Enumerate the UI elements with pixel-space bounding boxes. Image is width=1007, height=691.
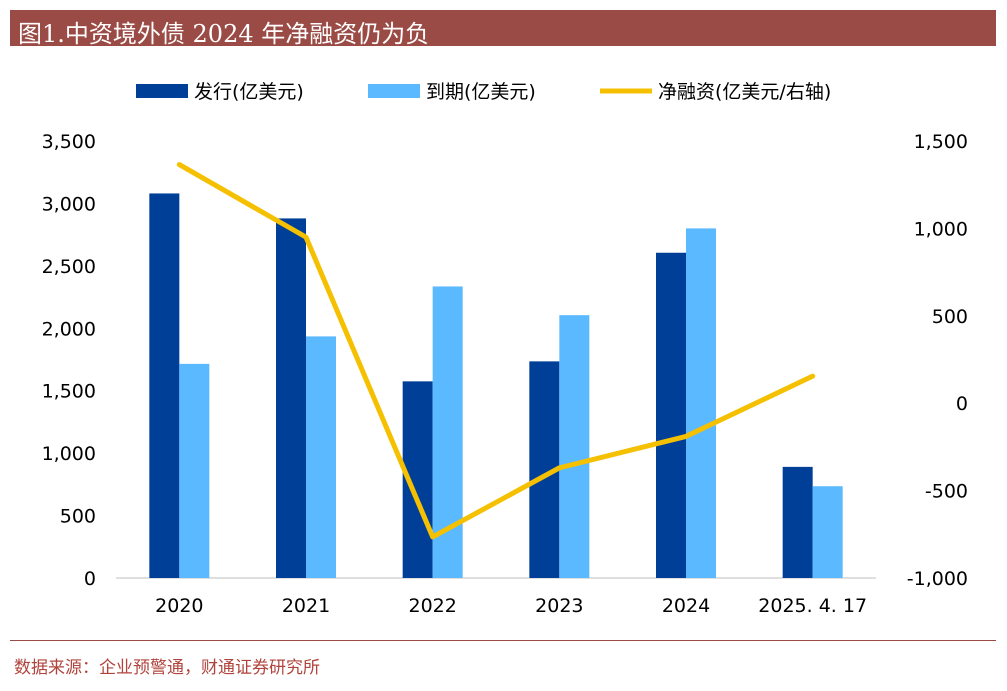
bar-issuance	[149, 193, 180, 578]
right-axis-tick-label: 1,500	[914, 131, 968, 153]
legend-maturity-label: 到期(亿美元)	[426, 81, 536, 103]
legend-issuance-label: 发行(亿美元)	[194, 81, 304, 103]
left-axis-tick-label: 0	[84, 568, 96, 590]
left-axis-tick-label: 1,500	[42, 381, 96, 403]
chart: 3,500 3,000 2,500 2,000 1,500 1,000 500 0 1,500 1…	[42, 81, 968, 617]
left-axis-tick-label: 1,000	[42, 443, 96, 465]
right-axis-tick-label: 500	[932, 306, 968, 328]
left-axis-tick-label: 500	[60, 506, 96, 528]
left-axis-tick-label: 3,000	[42, 193, 96, 215]
title-bar: 图1.中资境外债 2024 年净融资仍为负	[10, 10, 996, 48]
bar-issuance	[656, 252, 686, 579]
x-axis-tick-label: 2025. 4. 17	[758, 595, 867, 617]
x-axis-tick-label: 2020	[155, 595, 203, 617]
bar-maturity	[559, 315, 590, 578]
x-axis-tick-label: 2023	[535, 595, 583, 617]
net-financing-line	[176, 162, 816, 540]
legend-net-financing-label: 净融资(亿美元/右轴)	[658, 81, 831, 103]
chart-title: 图1.中资境外债 2024 年净融资仍为负	[18, 20, 430, 48]
bar-issuance	[276, 218, 306, 578]
bar-maturity	[179, 363, 210, 578]
bar-issuance	[782, 466, 813, 578]
bar-maturity	[306, 336, 336, 578]
legend-issuance-swatch	[136, 84, 188, 98]
bar-maturity	[812, 486, 843, 578]
x-axis-tick-label: 2022	[408, 595, 456, 617]
right-axis-tick-label: -1,000	[907, 568, 968, 590]
footer-divider	[10, 640, 996, 641]
left-axis-tick-label: 2,500	[42, 256, 96, 278]
x-axis-tick-label: 2024	[662, 595, 710, 617]
right-axis-tick-label: 1,000	[914, 218, 968, 240]
legend-maturity-swatch	[368, 84, 420, 98]
x-axis-tick-label: 2021	[282, 595, 330, 617]
right-axis-tick-label: 0	[956, 393, 968, 415]
bar-maturity	[686, 228, 716, 578]
left-axis-tick-label: 3,500	[42, 131, 96, 153]
source-note: 数据来源：企业预警通，财通证券研究所	[14, 658, 320, 678]
left-axis-tick-label: 2,000	[42, 318, 96, 340]
right-axis-tick-label: -500	[925, 481, 968, 503]
